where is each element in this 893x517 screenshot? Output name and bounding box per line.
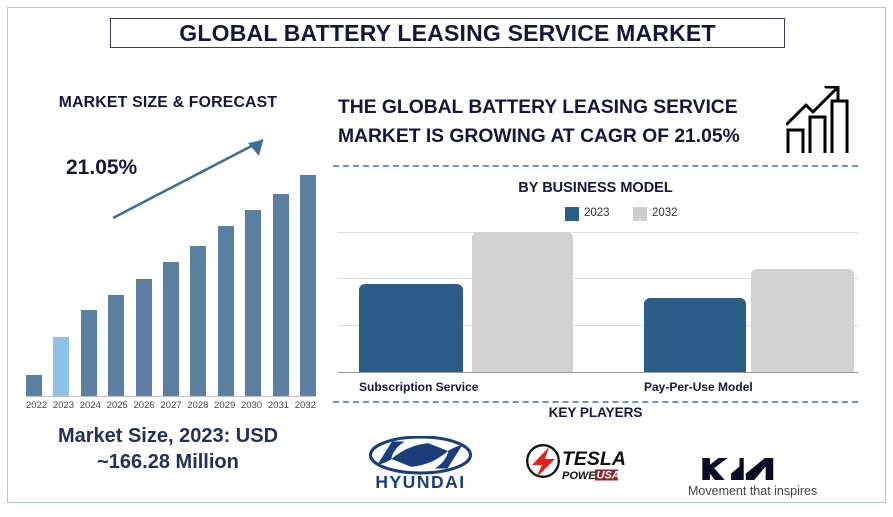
- svg-text:HYUNDAI: HYUNDAI: [375, 472, 465, 492]
- svg-text:TESLA: TESLA: [562, 448, 626, 470]
- svg-text:USA: USA: [597, 470, 620, 482]
